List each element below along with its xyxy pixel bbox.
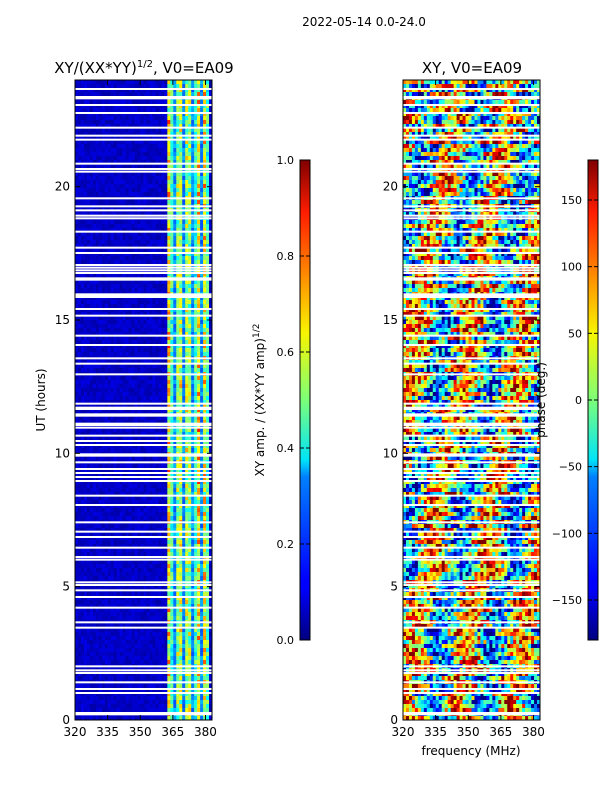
amplitude-xtick-label: 365	[161, 725, 184, 739]
phase-xtick-label: 335	[424, 725, 447, 739]
phase-xtick-label: 350	[457, 725, 480, 739]
phase-heatmap	[403, 80, 540, 720]
amplitude-ytick-label: 20	[55, 180, 70, 194]
amplitude-xtick-label: 320	[64, 725, 87, 739]
amplitude-xtick-label: 335	[96, 725, 119, 739]
amplitude-ytick-label: 0	[62, 713, 70, 727]
amplitude-heatmap	[75, 80, 212, 720]
phase-colorbar-tick-label: 100	[561, 261, 582, 274]
amplitude-xtick-label: 350	[129, 725, 152, 739]
phase-ytick-label: 0	[390, 713, 398, 727]
phase-colorbar-tick-label: 0	[575, 394, 582, 407]
amplitude-colorbar-tick-label: 0.0	[277, 634, 295, 647]
phase-ytick-label: 15	[383, 313, 398, 327]
phase-colorbar-tick-label: −50	[559, 461, 582, 474]
phase-xtick-label: 380	[522, 725, 545, 739]
y-axis-label: UT (hours)	[34, 368, 48, 431]
phase-ytick-label: 20	[383, 180, 398, 194]
figure-suptitle: 2022-05-14 0.0-24.0	[302, 15, 426, 29]
amplitude-colorbar-tick-label: 0.2	[277, 538, 295, 551]
phase-colorbar-tick-label: 150	[561, 194, 582, 207]
figure-canvas: 320 335 350 365 380 0 5 10 15 20 320 335 350 365 380 0…	[0, 0, 600, 800]
amplitude-colorbar-tick-label: 0.6	[277, 346, 295, 359]
phase-ytick-label: 10	[383, 446, 398, 460]
phase-colorbar-tick-label: 50	[568, 327, 582, 340]
phase-xtick-label: 320	[392, 725, 415, 739]
x-axis-label: frequency (MHz)	[421, 744, 520, 758]
amplitude-plot-title: XY/(XX*YY)1/2, V0=EA09	[54, 59, 233, 77]
amplitude-colorbar-tick-label: 0.4	[277, 442, 295, 455]
amplitude-xtick-label: 380	[194, 725, 217, 739]
amplitude-ytick-label: 10	[55, 446, 70, 460]
phase-colorbar-tick-label: −150	[552, 594, 582, 607]
amplitude-colorbar-tick-label: 0.8	[277, 250, 295, 263]
phase-colorbar-label: phase (deg.)	[534, 362, 548, 438]
phase-ytick-label: 5	[390, 580, 398, 594]
amplitude-colorbar-label: XY amp. / (XX*YY amp)1/2	[252, 324, 267, 477]
phase-plot-title: XY, V0=EA09	[422, 59, 522, 77]
amplitude-colorbar	[300, 160, 310, 640]
amplitude-ytick-label: 5	[62, 580, 70, 594]
amplitude-colorbar-tick-label: 1.0	[277, 154, 295, 167]
phase-xtick-label: 365	[489, 725, 512, 739]
phase-colorbar-tick-label: −100	[552, 527, 582, 540]
amplitude-ytick-label: 15	[55, 313, 70, 327]
